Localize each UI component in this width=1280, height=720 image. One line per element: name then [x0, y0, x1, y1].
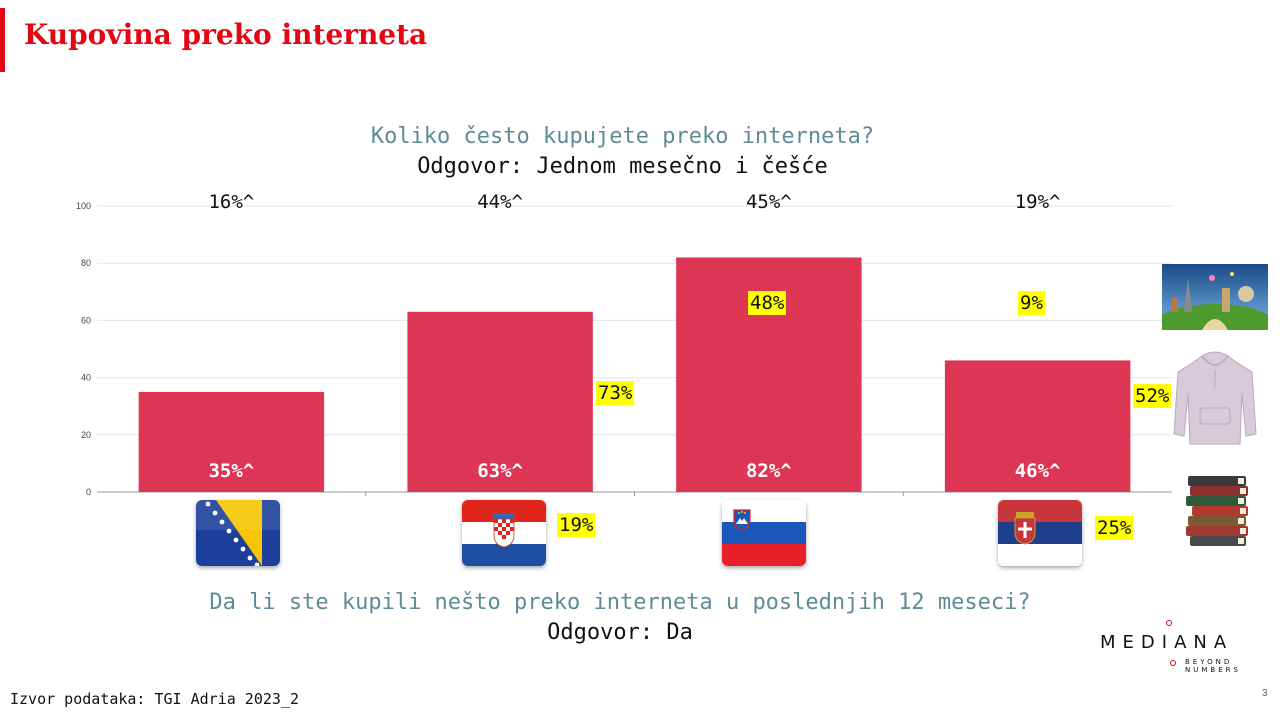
books-picture [1182, 472, 1252, 552]
bosnia-flag-icon [196, 500, 280, 566]
logo-tagline-1: BEYOND [1185, 658, 1233, 666]
y-tick-label: 20 [81, 430, 91, 440]
slovenia-flag-icon [722, 500, 806, 566]
data-source: Izvor podataka: TGI Adria 2023_2 [10, 690, 299, 708]
answer-bottom: Odgovor: Da [547, 620, 693, 645]
callout-rs-flag: 25% [1095, 516, 1134, 540]
question-bottom: Da li ste kupili nešto preko interneta u… [209, 590, 1031, 615]
callout-hr-bar: 73% [596, 381, 635, 405]
slide-title: Kupovina preko interneta [24, 18, 428, 51]
question-top: Koliko često kupujete preko interneta? [370, 124, 875, 149]
bar-label: 63%^ [477, 460, 523, 482]
bar-label: 35%^ [208, 460, 254, 482]
logo-tagline-2: NUMBERS [1185, 666, 1241, 674]
answer-top: Odgovor: Jednom mesečno i češće [417, 154, 828, 179]
top-label: 45%^ [746, 191, 792, 213]
callout-rs-bar-top: 9% [1018, 291, 1045, 315]
top-label: 19%^ [1015, 191, 1061, 213]
y-tick-label: 40 [81, 373, 91, 383]
logo-dot-top [1166, 620, 1172, 626]
bar-4 [944, 360, 1131, 492]
logo-dot-bottom [1170, 660, 1176, 666]
croatia-flag-icon [462, 500, 546, 566]
travel-picture [1153, 264, 1277, 348]
top-label: 16%^ [208, 191, 254, 213]
callout-hr-flag: 19% [557, 513, 596, 537]
bar-2 [407, 311, 593, 492]
title-accent-bar [0, 8, 5, 72]
serbia-flag-icon [998, 500, 1082, 566]
logo-wordmark: MEDIANA [1100, 632, 1234, 653]
y-tick-label: 0 [86, 487, 91, 497]
y-tick-label: 80 [81, 258, 91, 268]
page-number: 3 [1262, 688, 1268, 699]
y-tick-label: 60 [81, 315, 91, 325]
bar-label: 82%^ [746, 460, 792, 482]
y-tick-label: 100 [76, 201, 91, 211]
logo-tagline: BEYOND NUMBERS [1185, 658, 1241, 674]
callout-rs-bar-side: 52% [1133, 384, 1172, 408]
bar-label: 46%^ [1015, 460, 1061, 482]
callout-si-bar: 48% [748, 291, 787, 315]
bar-1 [138, 391, 325, 492]
top-label: 44%^ [477, 191, 523, 213]
mediana-logo: MEDIANA BEYOND NUMBERS [1100, 618, 1250, 678]
hoodie-picture [1172, 348, 1258, 448]
